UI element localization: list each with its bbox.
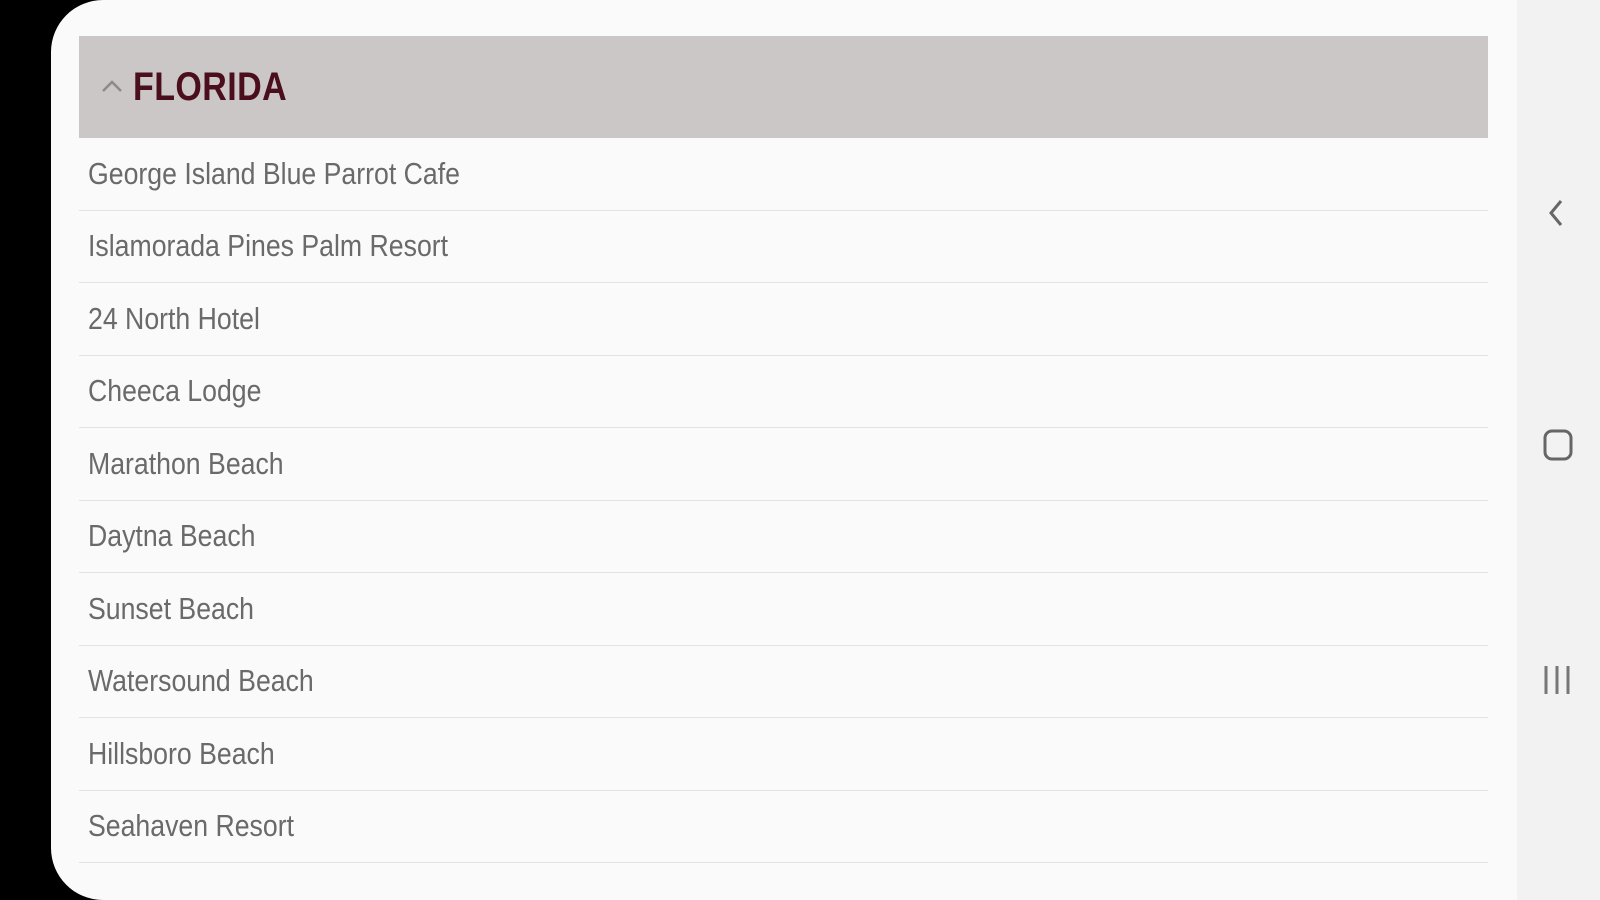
chevron-up-icon xyxy=(102,80,122,92)
list-item[interactable]: Sunset Beach xyxy=(79,573,1488,646)
app-screen: FLORIDA George Island Blue Parrot Cafe Is… xyxy=(51,0,1517,900)
list-item-label: 24 North Hotel xyxy=(88,300,260,336)
list-item[interactable]: George Island Blue Parrot Cafe xyxy=(79,138,1488,211)
section-title: FLORIDA xyxy=(133,64,288,109)
list-item-label: George Island Blue Parrot Cafe xyxy=(88,155,460,191)
list-item-label: Daytna Beach xyxy=(88,518,256,554)
location-list: George Island Blue Parrot Cafe Islamorada… xyxy=(79,138,1488,863)
list-item[interactable]: 24 North Hotel xyxy=(79,283,1488,356)
back-icon[interactable] xyxy=(1537,196,1577,230)
list-item-label: Cheeca Lodge xyxy=(88,373,262,409)
list-item-label: Hillsboro Beach xyxy=(88,735,275,771)
list-item-label: Watersound Beach xyxy=(88,663,314,699)
list-item-label: Seahaven Resort xyxy=(88,808,295,844)
list-item[interactable]: Marathon Beach xyxy=(79,428,1488,501)
list-item[interactable]: Hillsboro Beach xyxy=(79,718,1488,791)
list-item-label: Marathon Beach xyxy=(88,445,284,481)
list-item[interactable]: Cheeca Lodge xyxy=(79,356,1488,428)
list-item[interactable]: Watersound Beach xyxy=(79,646,1488,718)
list-item[interactable]: Islamorada Pines Palm Resort xyxy=(79,211,1488,283)
list-item[interactable]: Daytna Beach xyxy=(79,501,1488,573)
home-icon[interactable] xyxy=(1537,427,1577,463)
navigation-bar xyxy=(1517,0,1600,900)
section-header-florida[interactable]: FLORIDA xyxy=(79,36,1488,138)
list-item-label: Islamorada Pines Palm Resort xyxy=(88,228,449,264)
list-item-label: Sunset Beach xyxy=(88,590,255,626)
recents-icon[interactable] xyxy=(1537,663,1577,697)
list-item[interactable]: Seahaven Resort xyxy=(79,791,1488,863)
